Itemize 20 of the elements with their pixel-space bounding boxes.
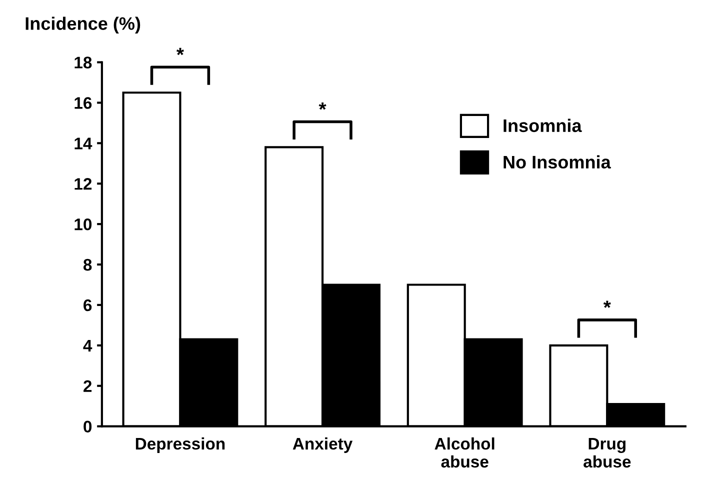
y-tick-label: 4 xyxy=(83,340,92,352)
y-tick-label: 14 xyxy=(74,138,92,150)
legend-label: No Insomnia xyxy=(504,155,611,169)
annotation: * xyxy=(603,300,611,308)
x-tick-label: Drug abuse xyxy=(584,438,631,468)
y-tick-label: 6 xyxy=(84,299,92,312)
y-tick-label: 0 xyxy=(84,420,92,433)
x-tick-label: Alcohol abuse xyxy=(434,437,494,468)
y-axis-title: Incidence (%) xyxy=(26,16,140,34)
y-tick-label: 8 xyxy=(83,258,92,271)
y-tick-label: 18 xyxy=(74,56,92,68)
y-tick-label: 10 xyxy=(74,218,92,230)
legend-label: Insomnia xyxy=(504,118,582,132)
annotation: * xyxy=(318,102,326,110)
x-tick-label: Depression xyxy=(136,437,225,453)
y-tick-label: 16 xyxy=(74,97,92,109)
y-tick-label: 12 xyxy=(74,178,92,190)
x-tick-label: Anxiety xyxy=(292,437,353,453)
text: * xyxy=(176,48,184,56)
y-tick-label: 2 xyxy=(84,380,92,392)
